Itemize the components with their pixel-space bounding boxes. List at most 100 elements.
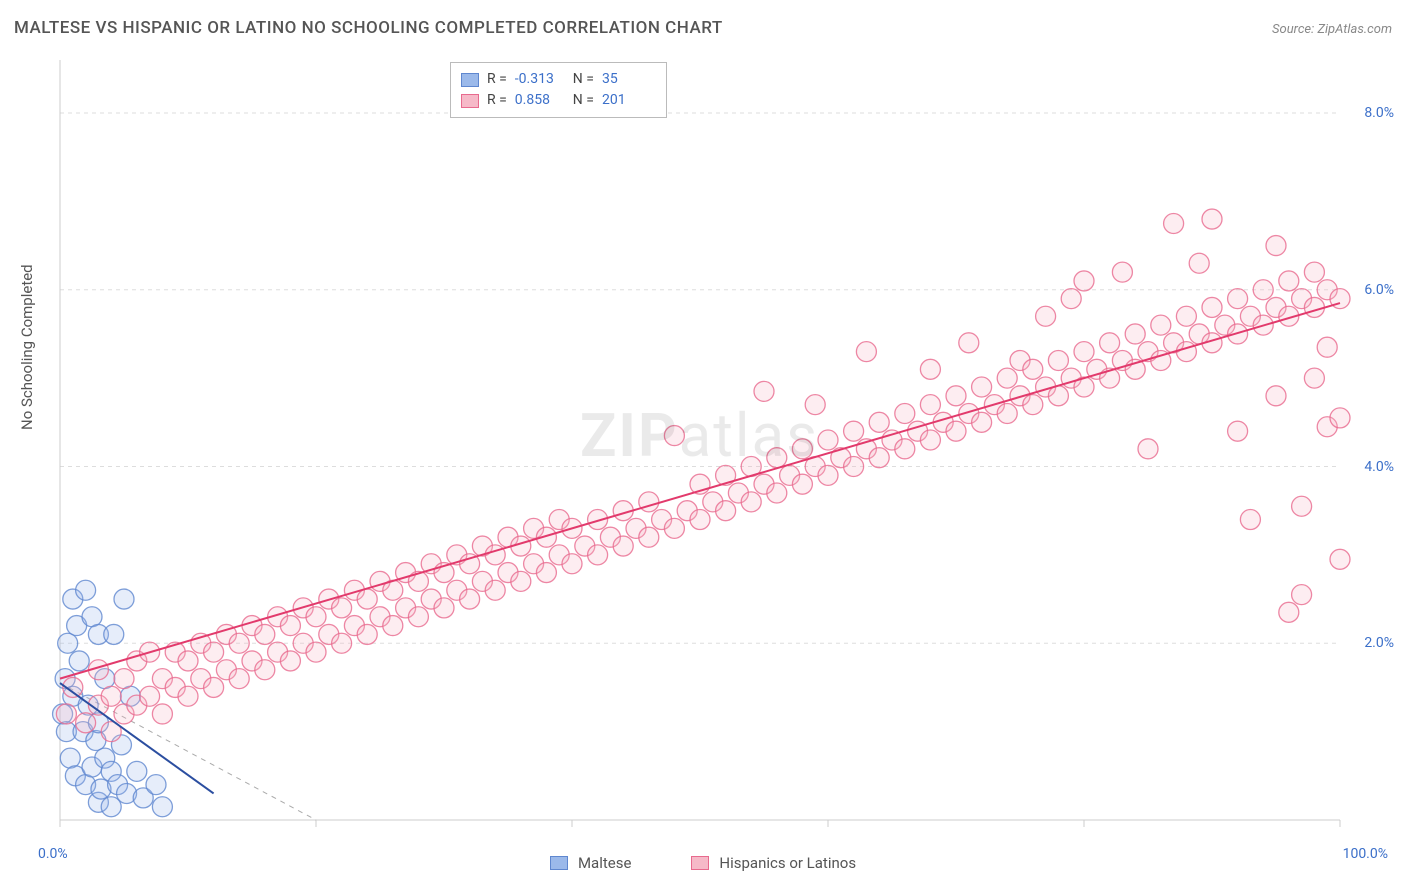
scatter-point-hispanic <box>434 598 454 618</box>
scatter-point-hispanic <box>562 554 582 574</box>
r-value-hispanic: 0.858 <box>515 90 565 111</box>
scatter-point-hispanic <box>255 660 275 680</box>
scatter-point-hispanic <box>1048 350 1068 370</box>
scatter-point-hispanic <box>1125 324 1145 344</box>
scatter-point-hispanic <box>1202 209 1222 229</box>
scatter-point-hispanic <box>1266 236 1286 256</box>
scatter-point-hispanic <box>178 686 198 706</box>
scatter-point-hispanic <box>818 465 838 485</box>
scatter-point-maltese <box>60 748 80 768</box>
scatter-point-hispanic <box>280 651 300 671</box>
scatter-point-hispanic <box>408 607 428 627</box>
scatter-point-hispanic <box>178 651 198 671</box>
scatter-point-hispanic <box>1151 315 1171 335</box>
scatter-point-hispanic <box>56 704 76 724</box>
scatter-point-hispanic <box>76 713 96 733</box>
scatter-point-hispanic <box>357 624 377 644</box>
scatter-point-maltese <box>58 633 78 653</box>
scatter-point-maltese <box>69 651 89 671</box>
n-value-hispanic: 201 <box>602 90 652 111</box>
scatter-point-hispanic <box>639 527 659 547</box>
scatter-point-maltese <box>152 797 172 817</box>
scatter-point-hispanic <box>895 403 915 423</box>
scatter-point-hispanic <box>255 624 275 644</box>
scatter-point-hispanic <box>1074 271 1094 291</box>
swatch-maltese-bottom <box>550 856 568 870</box>
scatter-point-hispanic <box>1189 253 1209 273</box>
scatter-point-hispanic <box>972 377 992 397</box>
scatter-point-hispanic <box>306 642 326 662</box>
scatter-point-hispanic <box>664 426 684 446</box>
scatter-point-hispanic <box>114 669 134 689</box>
r-value-maltese: -0.313 <box>515 69 565 90</box>
scatter-point-maltese <box>146 775 166 795</box>
stats-legend: R = -0.313 N = 35 R = 0.858 N = 201 <box>450 62 667 118</box>
scatter-point-hispanic <box>204 642 224 662</box>
swatch-hispanic-bottom <box>691 856 709 870</box>
scatter-point-hispanic <box>1292 496 1312 516</box>
r-label: R = <box>487 90 507 111</box>
legend-label-maltese: Maltese <box>578 854 631 872</box>
scatter-point-hispanic <box>997 368 1017 388</box>
scatter-point-hispanic <box>690 510 710 530</box>
scatter-point-hispanic <box>959 333 979 353</box>
scatter-point-hispanic <box>767 483 787 503</box>
scatter-point-hispanic <box>972 412 992 432</box>
scatter-point-hispanic <box>1112 262 1132 282</box>
scatter-point-hispanic <box>792 474 812 494</box>
bottom-legend: Maltese Hispanics or Latinos <box>0 854 1406 872</box>
scatter-point-hispanic <box>997 403 1017 423</box>
scatter-point-hispanic <box>1036 306 1056 326</box>
scatter-point-hispanic <box>741 492 761 512</box>
scatter-point-hispanic <box>1317 337 1337 357</box>
scatter-point-hispanic <box>946 421 966 441</box>
scatter-point-hispanic <box>869 448 889 468</box>
scatter-point-hispanic <box>1138 439 1158 459</box>
scatter-point-hispanic <box>1100 333 1120 353</box>
scatter-point-hispanic <box>1023 395 1043 415</box>
scatter-point-hispanic <box>1330 549 1350 569</box>
scatter-point-hispanic <box>920 430 940 450</box>
scatter-point-maltese <box>114 589 134 609</box>
scatter-point-hispanic <box>1061 289 1081 309</box>
scatter-point-hispanic <box>754 381 774 401</box>
scatter-point-hispanic <box>460 589 480 609</box>
y-tick-label: 6.0% <box>1364 282 1394 298</box>
scatter-point-hispanic <box>1023 359 1043 379</box>
n-label: N = <box>573 90 594 111</box>
y-tick-label: 4.0% <box>1364 459 1394 475</box>
n-label: N = <box>573 69 594 90</box>
scatter-point-hispanic <box>332 633 352 653</box>
stats-row-hispanic: R = 0.858 N = 201 <box>461 90 652 111</box>
scatter-point-hispanic <box>1176 306 1196 326</box>
legend-label-hispanic: Hispanics or Latinos <box>719 854 856 872</box>
y-tick-label: 8.0% <box>1364 105 1394 121</box>
scatter-point-hispanic <box>1266 386 1286 406</box>
y-tick-label: 2.0% <box>1364 635 1394 651</box>
scatter-point-maltese <box>76 580 96 600</box>
scatter-point-hispanic <box>1164 213 1184 233</box>
scatter-point-hispanic <box>1228 289 1248 309</box>
scatter-chart <box>0 0 1406 892</box>
scatter-point-hispanic <box>946 386 966 406</box>
scatter-point-hispanic <box>792 439 812 459</box>
scatter-point-hispanic <box>818 430 838 450</box>
scatter-point-hispanic <box>357 589 377 609</box>
legend-item-maltese: Maltese <box>550 854 631 872</box>
scatter-point-hispanic <box>1279 271 1299 291</box>
scatter-point-hispanic <box>844 457 864 477</box>
scatter-point-hispanic <box>664 518 684 538</box>
r-label: R = <box>487 69 507 90</box>
scatter-point-hispanic <box>767 448 787 468</box>
scatter-point-hispanic <box>1074 342 1094 362</box>
scatter-point-hispanic <box>1292 585 1312 605</box>
x-max-label: 100.0% <box>1343 846 1388 862</box>
scatter-point-hispanic <box>280 616 300 636</box>
scatter-point-hispanic <box>204 677 224 697</box>
trend-line-hispanic <box>60 303 1340 679</box>
scatter-point-hispanic <box>383 616 403 636</box>
scatter-point-hispanic <box>1176 342 1196 362</box>
scatter-point-hispanic <box>1304 368 1324 388</box>
scatter-point-hispanic <box>332 598 352 618</box>
x-min-label: 0.0% <box>38 846 68 862</box>
